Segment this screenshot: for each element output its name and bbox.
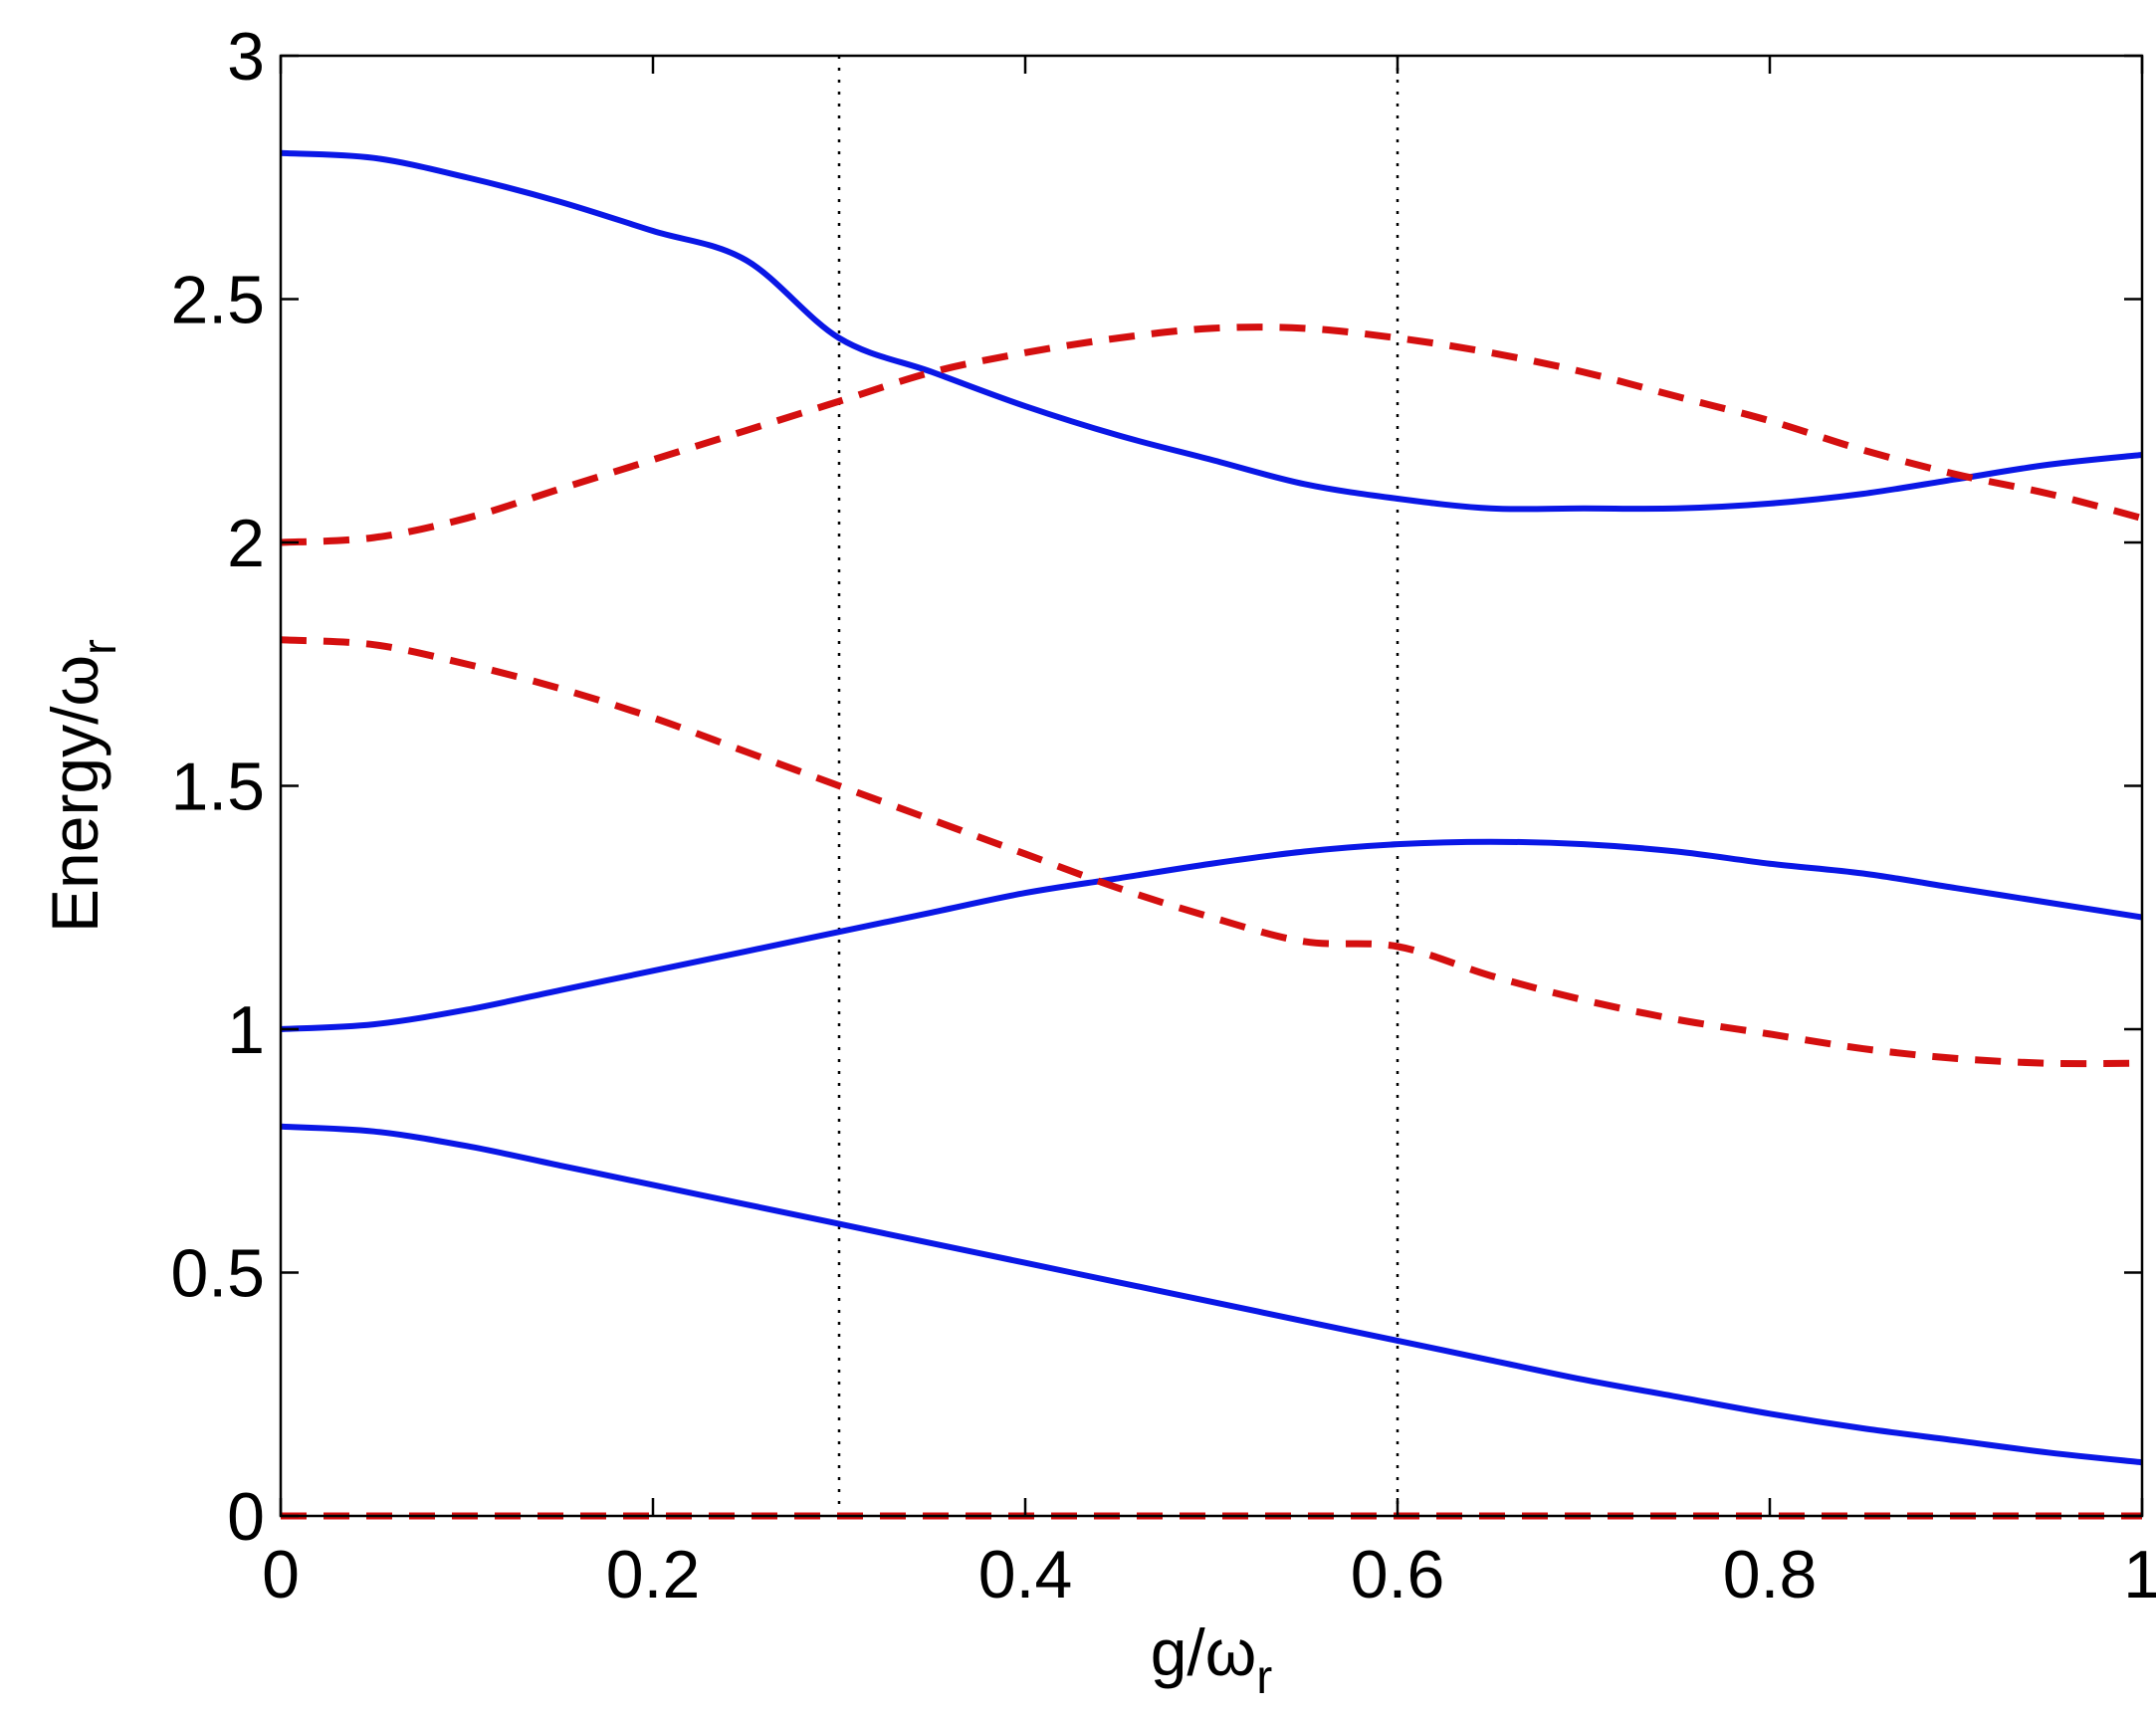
x-axis-label-main: g/ω [1151,1615,1257,1689]
dashed-series-4 [281,636,2142,1068]
x-tick-label-0: 0 [262,1537,300,1612]
x-tick-label-3: 0.6 [1351,1537,1445,1612]
solid-series-1 [281,838,2142,1032]
x-tick-label-2: 0.4 [978,1537,1073,1612]
y-axis-label-main: Energy/ω [38,655,111,933]
x-tick-label-5: 1 [2123,1537,2156,1612]
x-tick-label-4: 0.8 [1723,1537,1818,1612]
x-tick-label-1: 0.2 [606,1537,701,1612]
y-tick-label-5: 2.5 [170,263,265,338]
x-axis-label: g/ωr [1151,1615,1273,1704]
y-tick-label-4: 2 [227,506,265,581]
solid-series-0 [281,1123,2142,1466]
y-tick-label-6: 3 [227,19,265,95]
x-axis-label-sub: r [1256,1651,1272,1704]
dashed-series-5 [281,323,2142,546]
y-axis-label-sub: r [74,639,126,655]
y-tick-label-2: 1 [227,992,265,1068]
y-tick-label-3: 1.5 [170,750,265,825]
y-tick-label-1: 0.5 [170,1236,265,1312]
solid-series-2 [281,149,2142,513]
y-tick-label-0: 0 [227,1479,265,1555]
axis-ticks [279,54,2144,1518]
axis-tick-labels: 0 0.2 0.4 0.6 0.8 1 0 0.5 1 1.5 2 2.5 3 [170,19,2156,1612]
y-axis-label: Energy/ωr [38,639,126,933]
